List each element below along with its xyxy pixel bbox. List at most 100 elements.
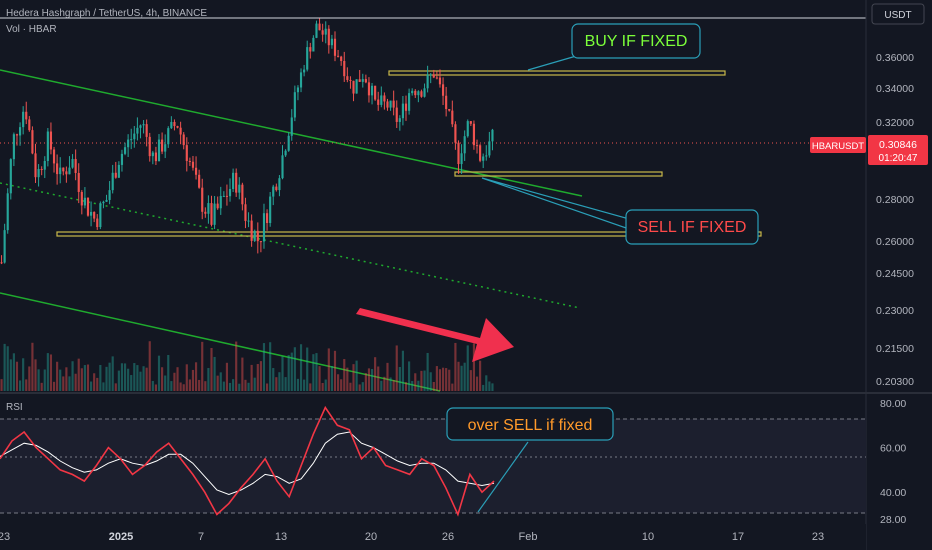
candle-body[interactable] bbox=[386, 101, 389, 108]
candle-body[interactable] bbox=[80, 191, 83, 206]
buy-callout-box[interactable] bbox=[571, 23, 701, 59]
candle-body[interactable] bbox=[417, 91, 420, 96]
candle-body[interactable] bbox=[364, 79, 367, 83]
candle-body[interactable] bbox=[438, 77, 442, 85]
candle-body[interactable] bbox=[250, 220, 253, 241]
candle-body[interactable] bbox=[228, 189, 232, 197]
candle-body[interactable] bbox=[204, 211, 207, 214]
candle-body[interactable] bbox=[77, 173, 80, 192]
candle-body[interactable] bbox=[445, 95, 448, 110]
candle-body[interactable] bbox=[9, 159, 12, 194]
candle-body[interactable] bbox=[31, 130, 34, 154]
sell-level-box[interactable] bbox=[454, 171, 663, 177]
candle-body[interactable] bbox=[346, 76, 349, 80]
candle-body[interactable] bbox=[327, 28, 330, 46]
candle-body[interactable] bbox=[145, 124, 148, 137]
candle-body[interactable] bbox=[198, 174, 201, 188]
candle-body[interactable] bbox=[278, 178, 281, 191]
candle-body[interactable] bbox=[475, 145, 479, 147]
candle-body[interactable] bbox=[127, 139, 130, 148]
candle-body[interactable] bbox=[380, 95, 383, 105]
candle-body[interactable] bbox=[485, 155, 488, 157]
candle-body[interactable] bbox=[343, 60, 346, 77]
candle-body[interactable] bbox=[426, 74, 429, 89]
candle-body[interactable] bbox=[164, 144, 167, 152]
candle-body[interactable] bbox=[120, 153, 124, 165]
candle-body[interactable] bbox=[423, 88, 426, 97]
candle-body[interactable] bbox=[108, 190, 111, 200]
candle-body[interactable] bbox=[244, 204, 247, 221]
candle-body[interactable] bbox=[74, 158, 77, 174]
candle-body[interactable] bbox=[340, 56, 343, 61]
candle-body[interactable] bbox=[59, 167, 62, 175]
candle-body[interactable] bbox=[62, 167, 65, 172]
candle-body[interactable] bbox=[210, 203, 213, 225]
candle-body[interactable] bbox=[130, 139, 133, 141]
candle-body[interactable] bbox=[6, 193, 9, 231]
candle-body[interactable] bbox=[420, 91, 423, 97]
candle-body[interactable] bbox=[3, 230, 6, 263]
candle-body[interactable] bbox=[429, 74, 432, 76]
candle-body[interactable] bbox=[309, 47, 312, 52]
candle-body[interactable] bbox=[151, 152, 154, 157]
candle-body[interactable] bbox=[142, 124, 145, 126]
candle-body[interactable] bbox=[247, 220, 250, 222]
candle-body[interactable] bbox=[46, 131, 49, 162]
candle-body[interactable] bbox=[185, 145, 188, 161]
candle-body[interactable] bbox=[219, 196, 222, 209]
candle-body[interactable] bbox=[86, 197, 90, 216]
candle-body[interactable] bbox=[451, 110, 454, 125]
candle-body[interactable] bbox=[318, 23, 321, 31]
candle-body[interactable] bbox=[256, 230, 259, 242]
candle-body[interactable] bbox=[117, 164, 120, 178]
downtrend-arrow[interactable] bbox=[356, 308, 514, 362]
candle-body[interactable] bbox=[361, 79, 364, 82]
candle-body[interactable] bbox=[466, 121, 469, 137]
candlesticks[interactable] bbox=[0, 18, 494, 265]
candle-body[interactable] bbox=[296, 87, 300, 93]
candle-body[interactable] bbox=[441, 84, 445, 96]
candle-body[interactable] bbox=[96, 218, 99, 228]
time-axis[interactable]: 23 2025 7 13 20 26 Feb 10 17 23 bbox=[0, 531, 824, 543]
rsi-indicator-label[interactable]: RSI bbox=[6, 402, 23, 413]
candle-body[interactable] bbox=[315, 23, 318, 38]
candle-body[interactable] bbox=[374, 85, 377, 100]
candle-body[interactable] bbox=[43, 161, 46, 170]
candle-body[interactable] bbox=[265, 213, 269, 224]
rsi-axis[interactable]: 80.00 60.00 40.00 28.00 bbox=[880, 398, 906, 526]
candle-body[interactable] bbox=[225, 195, 229, 197]
candle-body[interactable] bbox=[269, 196, 272, 224]
candle-body[interactable] bbox=[133, 133, 136, 140]
candle-body[interactable] bbox=[432, 74, 435, 78]
candle-body[interactable] bbox=[472, 123, 476, 146]
candle-body[interactable] bbox=[71, 158, 74, 168]
candle-body[interactable] bbox=[324, 28, 327, 35]
candle-body[interactable] bbox=[238, 184, 241, 193]
candle-body[interactable] bbox=[49, 131, 53, 150]
candle-body[interactable] bbox=[213, 203, 216, 225]
candle-body[interactable] bbox=[272, 186, 275, 197]
candle-body[interactable] bbox=[173, 121, 176, 127]
candle-body[interactable] bbox=[435, 77, 438, 79]
rsi-callout-box[interactable] bbox=[446, 407, 614, 441]
candle-body[interactable] bbox=[358, 79, 361, 82]
candle-body[interactable] bbox=[253, 230, 256, 241]
symbol-title[interactable]: Hedera Hashgraph / TetherUS, 4h, BINANCE bbox=[6, 8, 208, 19]
candle-body[interactable] bbox=[383, 95, 386, 102]
candle-body[interactable] bbox=[463, 136, 466, 154]
candle-body[interactable] bbox=[491, 129, 494, 142]
candle-body[interactable] bbox=[18, 127, 22, 136]
candle-body[interactable] bbox=[139, 125, 142, 128]
candle-body[interactable] bbox=[176, 126, 179, 128]
candle-body[interactable] bbox=[303, 69, 306, 73]
candle-body[interactable] bbox=[182, 134, 185, 146]
candle-body[interactable] bbox=[259, 241, 262, 243]
price-axis[interactable]: 0.360000.340000.320000.300000.280000.260… bbox=[876, 52, 914, 388]
candle-body[interactable] bbox=[370, 85, 374, 96]
candle-body[interactable] bbox=[114, 172, 117, 178]
candle-body[interactable] bbox=[284, 150, 287, 156]
candle-body[interactable] bbox=[222, 195, 225, 197]
candle-body[interactable] bbox=[482, 156, 485, 161]
candle-body[interactable] bbox=[68, 167, 71, 175]
candle-body[interactable] bbox=[157, 139, 161, 162]
